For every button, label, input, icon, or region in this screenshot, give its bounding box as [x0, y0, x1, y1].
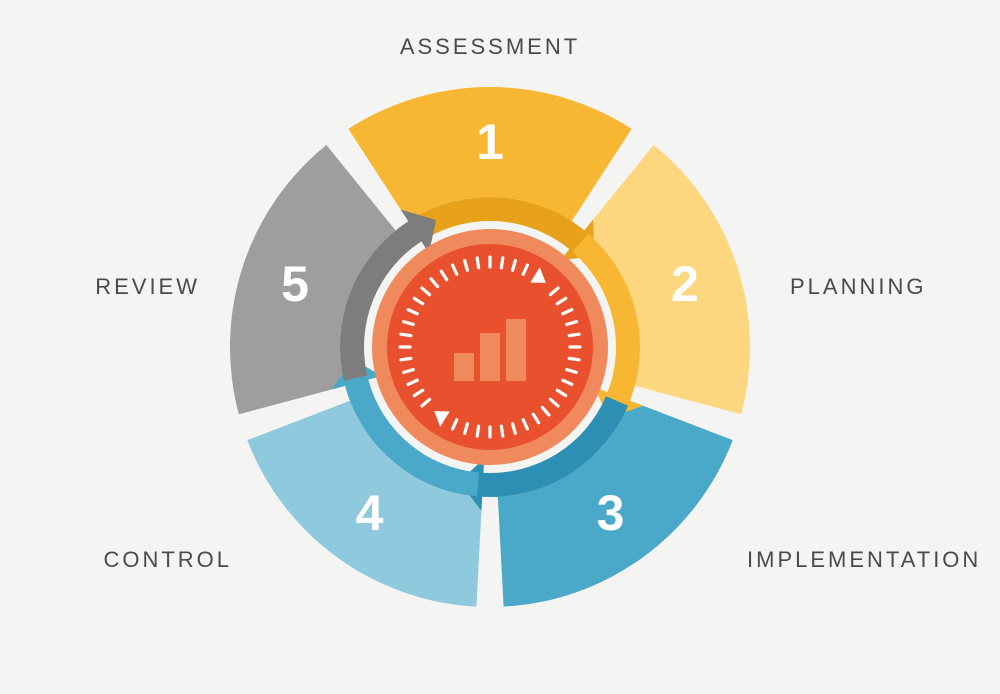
segment-number-4: 4	[356, 485, 384, 541]
segment-number-5: 5	[281, 256, 309, 312]
segment-label-1: ASSESSMENT	[400, 34, 580, 59]
segment-number-3: 3	[597, 485, 625, 541]
segment-label-5: REVIEW	[95, 274, 200, 299]
segment-number-1: 1	[476, 114, 504, 170]
segment-label-4: CONTROL	[103, 547, 232, 572]
segment-label-2: PLANNING	[790, 274, 926, 299]
segment-number-2: 2	[671, 256, 699, 312]
process-cycle-diagram: 1 2 3 4 5 ASSESSMENT PLANNING IMPLEMENTATION CON…	[0, 0, 1000, 694]
segment-label-3: IMPLEMENTATION	[747, 547, 981, 572]
